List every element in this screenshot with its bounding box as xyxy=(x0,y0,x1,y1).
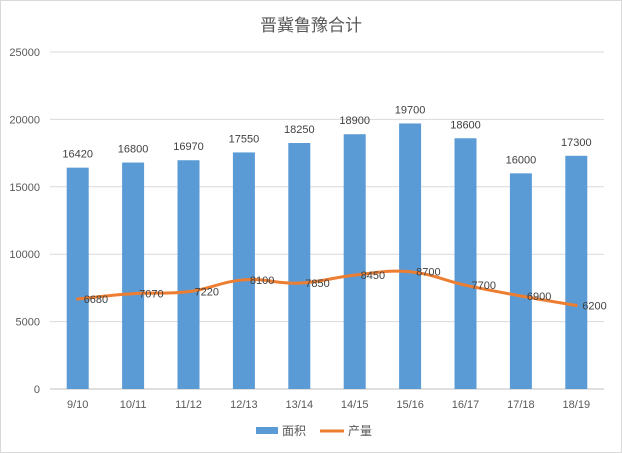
y-axis-ticks: 0 5000 10000 15000 20000 25000 xyxy=(9,47,40,396)
y-tick-label: 5000 xyxy=(16,317,40,329)
line-data-label: 8100 xyxy=(250,275,274,287)
line-data-labels: 6680 7070 7220 8100 7850 8450 8700 7700 6900 6200 xyxy=(84,267,607,313)
line-data-label: 6680 xyxy=(84,294,108,306)
x-tick-label: 9/10 xyxy=(67,399,88,411)
line-series xyxy=(76,269,578,307)
legend-label-area: 面积 xyxy=(282,424,306,438)
bar xyxy=(454,138,477,389)
line-data-label: 8450 xyxy=(361,270,385,282)
x-tick-label: 10/11 xyxy=(120,399,147,411)
bar xyxy=(343,134,366,389)
line-point xyxy=(297,281,301,285)
legend-swatch-area xyxy=(256,427,278,434)
line-point xyxy=(519,294,523,298)
bar xyxy=(509,173,532,389)
x-axis-ticks: 9/10 10/11 11/12 12/13 13/14 14/15 15/16 16/17 1… xyxy=(67,399,590,411)
line-data-label: 7220 xyxy=(195,287,219,299)
bar-data-label: 19700 xyxy=(395,104,426,116)
bar xyxy=(399,123,422,389)
bar-data-label: 18250 xyxy=(284,124,315,136)
line-point xyxy=(408,270,412,274)
line-point xyxy=(574,303,578,307)
line-point xyxy=(353,273,357,277)
x-tick-label: 12/13 xyxy=(230,399,258,411)
line-point xyxy=(187,290,190,294)
line-data-label: 8700 xyxy=(416,267,440,279)
x-tick-label: 18/19 xyxy=(563,399,591,411)
bar xyxy=(66,167,89,389)
y-tick-label: 0 xyxy=(34,384,40,396)
x-tick-label: 13/14 xyxy=(286,399,314,411)
bar-series xyxy=(66,123,588,389)
series-line-output xyxy=(76,269,578,307)
line-data-label: 6900 xyxy=(527,291,551,303)
y-tick-label: 15000 xyxy=(9,182,40,194)
bar xyxy=(565,155,588,389)
bar xyxy=(288,142,311,389)
bar-data-labels: 16420 16800 16970 17550 18250 18900 19700 18600… xyxy=(62,104,591,166)
bar-data-label: 18600 xyxy=(450,119,481,131)
bar xyxy=(122,162,145,389)
chart-title: 晋冀鲁豫合计 xyxy=(260,16,362,36)
bar-data-label: 16970 xyxy=(173,141,204,153)
line-point xyxy=(464,283,467,287)
legend: 面积 产量 xyxy=(256,424,372,438)
y-tick-label: 10000 xyxy=(9,249,40,261)
line-point xyxy=(76,297,80,301)
bar-data-label: 16000 xyxy=(506,154,537,166)
line-data-label: 6200 xyxy=(582,300,606,312)
x-tick-label: 16/17 xyxy=(452,399,480,411)
line-data-label: 7070 xyxy=(139,289,163,301)
line-point xyxy=(131,292,135,296)
x-tick-label: 17/18 xyxy=(507,399,535,411)
bar xyxy=(177,160,200,389)
x-tick-label: 11/12 xyxy=(175,399,202,411)
bar-data-label: 16420 xyxy=(62,149,93,161)
line-data-label: 7700 xyxy=(472,280,496,292)
bar-data-label: 17300 xyxy=(561,137,592,149)
legend-label-output: 产量 xyxy=(348,424,372,438)
line-point xyxy=(242,278,246,282)
line-data-label: 7850 xyxy=(305,278,329,290)
x-tick-label: 15/16 xyxy=(396,399,424,411)
y-tick-label: 20000 xyxy=(9,114,40,126)
bar-data-label: 18900 xyxy=(339,115,370,127)
bar-data-label: 17550 xyxy=(229,133,260,145)
y-tick-label: 25000 xyxy=(9,47,40,59)
x-tick-label: 14/15 xyxy=(341,399,369,411)
bar-data-label: 16800 xyxy=(118,144,149,156)
bar xyxy=(232,152,255,389)
